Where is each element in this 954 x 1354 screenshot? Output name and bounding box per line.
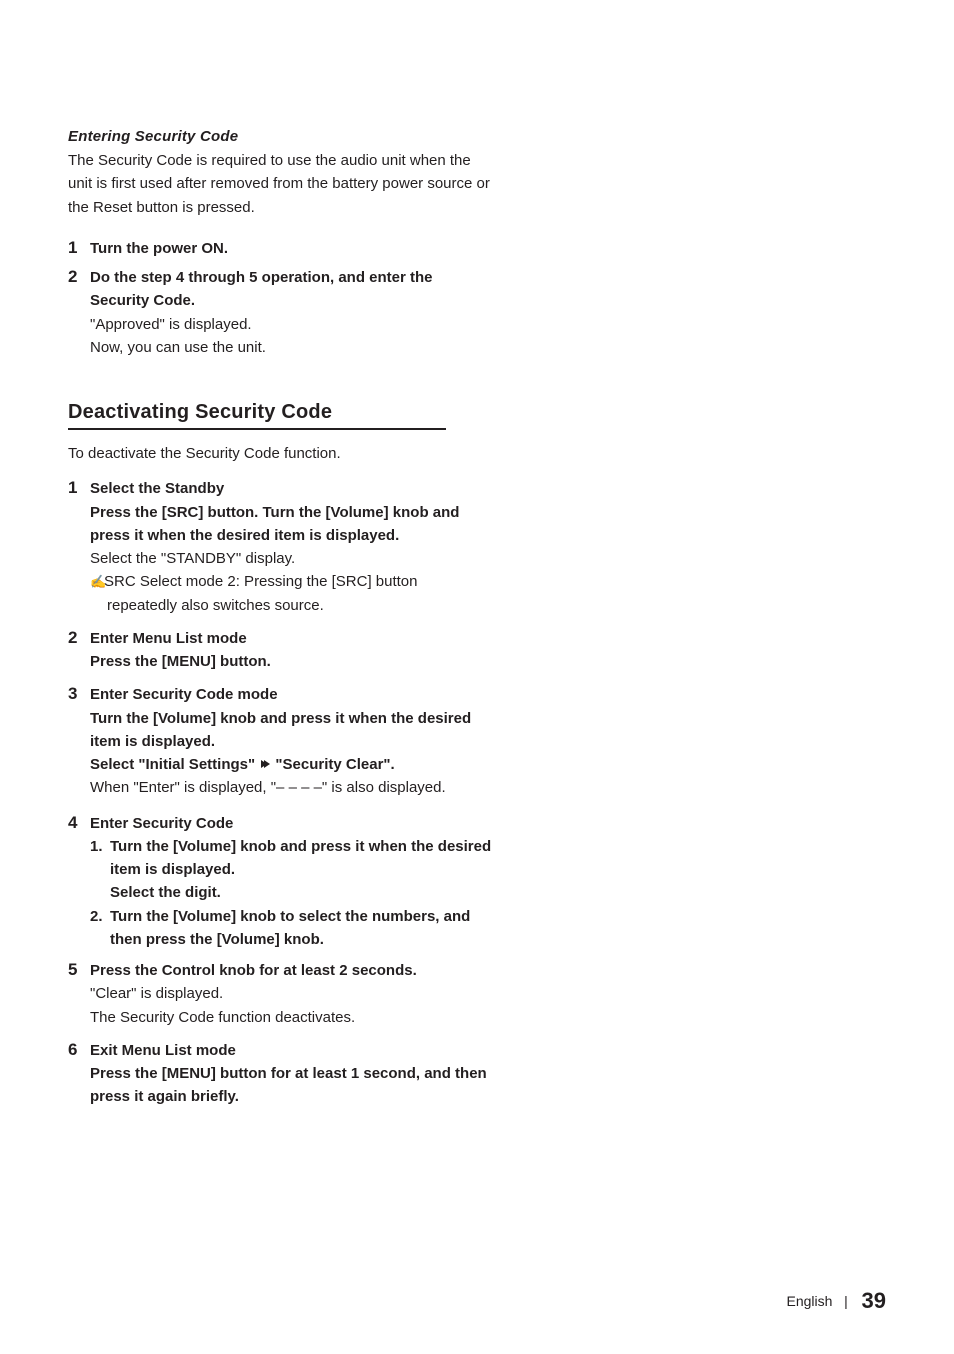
step-number: 6 bbox=[68, 1039, 90, 1109]
step-light: Now, you can use the unit. bbox=[90, 336, 492, 359]
step-bold: Enter Security Code bbox=[90, 812, 492, 835]
step-bold: Select the Standby bbox=[90, 477, 492, 500]
step-light: When "Enter" is displayed, "– – – –" is … bbox=[90, 776, 492, 799]
deact-step-2: 2 Enter Menu List mode Press the [MENU] … bbox=[68, 627, 492, 674]
footer-sep: | bbox=[844, 1293, 848, 1309]
section-title: Deactivating Security Code bbox=[68, 401, 446, 430]
step-number: 1 bbox=[68, 237, 90, 260]
step-number: 1 bbox=[68, 477, 90, 617]
step-bold: Press the Control knob for at least 2 se… bbox=[90, 959, 417, 982]
step-number: 2 bbox=[68, 266, 90, 359]
note-text-cont: repeatedly also switches source. bbox=[90, 594, 492, 617]
step-number: 3 bbox=[68, 683, 90, 799]
step-bold: Turn the [Volume] knob and press it when… bbox=[90, 707, 492, 754]
step-bold: Turn the power ON. bbox=[90, 237, 228, 260]
deact-step-3: 3 Enter Security Code mode Turn the [Vol… bbox=[68, 683, 492, 799]
deact-step-1: 1 Select the Standby Press the [SRC] but… bbox=[68, 477, 492, 617]
step-bold: Press the [MENU] button for at least 1 s… bbox=[90, 1062, 492, 1109]
substep-2: 2. Turn the [Volume] knob to select the … bbox=[90, 905, 492, 952]
deact-step-4: 4 Enter Security Code 1. Turn the [Volum… bbox=[68, 812, 492, 952]
step-note: ✍SRC Select mode 2: Pressing the [SRC] b… bbox=[90, 570, 492, 617]
hand-icon: ✍ bbox=[90, 572, 104, 592]
step-light: "Clear" is displayed. bbox=[90, 982, 417, 1005]
step-bold: Do the step 4 through 5 operation, and e… bbox=[90, 266, 492, 313]
step-number: 5 bbox=[68, 959, 90, 1029]
step-1: 1 Turn the power ON. bbox=[68, 237, 492, 260]
text-part: "Security Clear". bbox=[271, 756, 394, 773]
deact-step-6: 6 Exit Menu List mode Press the [MENU] b… bbox=[68, 1039, 492, 1109]
step-light: "Approved" is displayed. bbox=[90, 313, 492, 336]
arrow-icon bbox=[260, 759, 270, 769]
step-light: The Security Code function deactivates. bbox=[90, 1006, 417, 1029]
substep-text: Turn the [Volume] knob and press it when… bbox=[110, 835, 492, 905]
step-number: 2 bbox=[68, 627, 90, 674]
deact-step-5: 5 Press the Control knob for at least 2 … bbox=[68, 959, 492, 1029]
step-bold: Enter Menu List mode bbox=[90, 627, 271, 650]
substep-number: 1. bbox=[90, 835, 110, 905]
step-bold: Select "Initial Settings" "Security Clea… bbox=[90, 753, 492, 776]
substep-1: 1. Turn the [Volume] knob and press it w… bbox=[90, 835, 492, 905]
page-footer: English | 39 bbox=[787, 1288, 887, 1314]
note-text: SRC Select mode 2: Pressing the [SRC] bu… bbox=[104, 573, 417, 590]
step-bold: Press the [MENU] button. bbox=[90, 650, 271, 673]
step-bold: Enter Security Code mode bbox=[90, 683, 492, 706]
substep-text: Turn the [Volume] knob to select the num… bbox=[110, 905, 492, 952]
subsection-title: Entering Security Code bbox=[68, 128, 492, 145]
step-number: 4 bbox=[68, 812, 90, 952]
step-bold: Exit Menu List mode bbox=[90, 1039, 492, 1062]
step-2: 2 Do the step 4 through 5 operation, and… bbox=[68, 266, 492, 359]
text-part: Select "Initial Settings" bbox=[90, 756, 259, 773]
substep-number: 2. bbox=[90, 905, 110, 952]
step-bold: Press the [SRC] button. Turn the [Volume… bbox=[90, 501, 492, 548]
page-content: Entering Security Code The Security Code… bbox=[0, 0, 560, 1109]
intro-text: The Security Code is required to use the… bbox=[68, 149, 492, 219]
page-number: 39 bbox=[862, 1288, 886, 1313]
intro-text: To deactivate the Security Code function… bbox=[68, 442, 492, 465]
footer-lang: English bbox=[787, 1293, 833, 1309]
step-light: Select the "STANDBY" display. bbox=[90, 547, 492, 570]
